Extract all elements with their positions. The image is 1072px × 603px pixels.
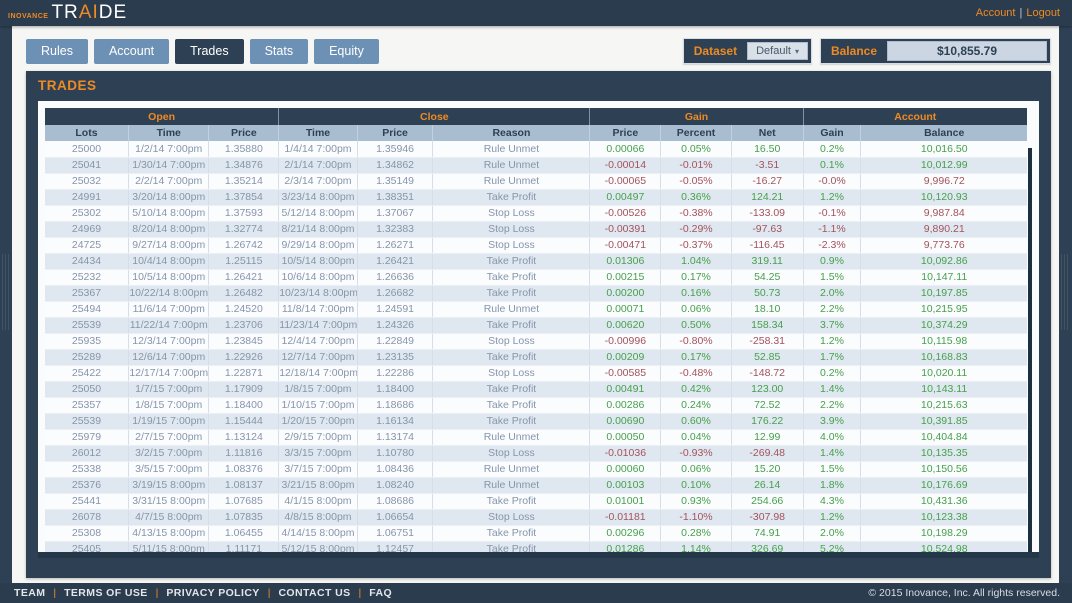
footer-link-faq[interactable]: FAQ	[369, 587, 393, 599]
trades-table-body: 25000 1/2/14 7:00pm 1.35880 1/4/14 7:00pm 1.…	[45, 141, 1027, 552]
toolbar-row: Rules Account Trades Stats Equity Dataset De…	[26, 38, 1051, 64]
table-horizontal-scrollbar[interactable]	[38, 552, 1039, 558]
group-header-open: Open	[45, 108, 279, 125]
dataset-widget: Dataset Default ▾	[682, 38, 812, 64]
chevron-down-icon: ▾	[794, 46, 799, 56]
right-edge-grip	[1061, 254, 1070, 330]
table-container: Open Close Gain Account Lots Time Price Time Pr…	[38, 101, 1039, 558]
table-row: 24969 8/20/14 8:00pm 1.32774 8/21/14 8:00pm…	[45, 221, 1027, 238]
table-row: 25338 3/5/15 7:00pm 1.08376 3/7/15 7:00pm 1.…	[45, 461, 1027, 478]
copyright-text: © 2015 Inovance, Inc. All rights reserve…	[868, 587, 1060, 599]
tab-rules[interactable]: Rules	[26, 38, 88, 64]
table-row: 26078 4/7/15 8:00pm 1.07835 4/8/15 8:00pm 1.…	[45, 509, 1027, 526]
table-row: 25979 2/7/15 7:00pm 1.13124 2/9/15 7:00pm 1.…	[45, 429, 1027, 446]
footer-link-terms-of-use[interactable]: TERMS OF USE	[64, 587, 148, 599]
table-row: 25405 5/11/15 8:00pm 1.11171 5/12/15 8:00pm…	[45, 541, 1027, 552]
tab-equity[interactable]: Equity	[314, 38, 379, 64]
top-header-bar: INOVANCE TRAIDE Account | Logout	[0, 0, 1072, 26]
footer-separator: |	[358, 587, 362, 599]
column-header-net: Net	[730, 125, 804, 141]
column-header-time: Time	[127, 125, 209, 141]
table-row: 25041 1/30/14 7:00pm 1.34876 2/1/14 7:00pm 1…	[45, 157, 1027, 174]
table-row: 26012 3/2/15 7:00pm 1.11816 3/3/15 7:00pm 1.…	[45, 445, 1027, 462]
top-links: Account | Logout	[976, 7, 1060, 19]
column-header-price: Price	[208, 125, 279, 141]
dataset-label: Dataset	[693, 44, 738, 58]
table-row: 25539 11/22/14 7:00pm 1.23706 11/23/14 7:00…	[45, 317, 1027, 334]
column-header-lots: Lots	[45, 125, 129, 141]
dataset-dropdown[interactable]: Default ▾	[747, 42, 808, 60]
balance-label: Balance	[830, 44, 877, 58]
table-row: 25935 12/3/14 7:00pm 1.23845 12/4/14 7:00pm…	[45, 333, 1027, 350]
logout-link[interactable]: Logout	[1026, 7, 1060, 19]
table-row: 24991 3/20/14 8:00pm 1.37854 3/23/14 8:00pm…	[45, 189, 1027, 206]
group-header-gain: Gain	[589, 108, 804, 125]
column-header-time: Time	[278, 125, 358, 141]
right-edge-bar	[1059, 26, 1072, 583]
group-header-close: Close	[278, 108, 590, 125]
balance-widget: Balance $10,855.79	[819, 38, 1051, 64]
table-row: 25289 12/6/14 7:00pm 1.22926 12/7/14 7:00pm…	[45, 349, 1027, 366]
footer-separator: |	[53, 587, 57, 599]
table-row: 25376 3/19/15 8:00pm 1.08137 3/21/15 8:00pm…	[45, 477, 1027, 494]
link-separator: |	[1019, 7, 1023, 19]
column-header-balance: Balance	[860, 125, 1027, 141]
table-row: 25539 1/19/15 7:00pm 1.15444 1/20/15 7:00pm…	[45, 413, 1027, 430]
footer-link-privacy-policy[interactable]: PRIVACY POLICY	[166, 587, 260, 599]
table-row: 25032 2/2/14 7:00pm 1.35214 2/3/14 7:00pm 1.…	[45, 173, 1027, 190]
left-edge-bar	[0, 26, 12, 583]
table-vertical-scrollbar[interactable]	[1028, 148, 1032, 552]
trades-panel: TRADES Open Close Gain Account Lots Time Pric…	[26, 71, 1051, 578]
table-row: 25050 1/7/15 7:00pm 1.17909 1/8/15 7:00pm 1.…	[45, 381, 1027, 398]
brand-name: TRAIDE	[51, 2, 128, 23]
footer-separator: |	[267, 587, 271, 599]
table-row: 25232 10/5/14 8:00pm 1.26421 10/6/14 8:00pm…	[45, 269, 1027, 286]
column-header-gain: Gain	[802, 125, 861, 141]
table-row: 25357 1/8/15 7:00pm 1.18400 1/10/15 7:00pm 1…	[45, 397, 1027, 414]
footer-separator: |	[155, 587, 159, 599]
table-viewport: Open Close Gain Account Lots Time Price Time Pr…	[45, 108, 1027, 552]
toolbar-right: Dataset Default ▾ Balance $10,855.79	[682, 38, 1051, 64]
table-row: 25308 4/13/15 8:00pm 1.06455 4/14/15 8:00pm…	[45, 525, 1027, 542]
tab-stats[interactable]: Stats	[249, 38, 309, 64]
footer-link-contact-us[interactable]: CONTACT US	[278, 587, 351, 599]
table-row: 25302 5/10/14 8:00pm 1.37593 5/12/14 8:00pm…	[45, 205, 1027, 222]
group-header-account: Account	[802, 108, 1027, 125]
tab-bar: Rules Account Trades Stats Equity	[26, 38, 379, 64]
table-row: 25367 10/22/14 8:00pm 1.26482 10/23/14 8:00…	[45, 285, 1027, 302]
table-row: 25422 12/17/14 7:00pm 1.22871 12/18/14 7:00…	[45, 365, 1027, 382]
table-row: 24725 9/27/14 8:00pm 1.26742 9/29/14 8:00pm…	[45, 237, 1027, 254]
table-row: 25441 3/31/15 8:00pm 1.07685 4/1/15 8:00pm 1…	[45, 493, 1027, 510]
dataset-value: Default	[756, 45, 791, 57]
footer-link-team[interactable]: TEAM	[14, 587, 46, 599]
column-header-reason: Reason	[432, 125, 590, 141]
table-row: 25000 1/2/14 7:00pm 1.35880 1/4/14 7:00pm 1.…	[45, 141, 1027, 158]
tab-trades[interactable]: Trades	[175, 38, 244, 64]
brand-logo[interactable]: INOVANCE TRAIDE	[8, 0, 127, 26]
trades-table: Open Close Gain Account Lots Time Price Time Pr…	[45, 108, 1027, 552]
table-row: 24434 10/4/14 8:00pm 1.25115 10/5/14 8:00pm…	[45, 253, 1027, 270]
footer-links: TEAM | TERMS OF USE | PRIVACY POLICY | CONTACT…	[14, 587, 392, 599]
left-edge-grip	[2, 254, 10, 330]
main-content: Rules Account Trades Stats Equity Dataset De…	[12, 26, 1059, 583]
tab-account[interactable]: Account	[93, 38, 170, 64]
column-header-percent: Percent	[660, 125, 732, 141]
column-header-price: Price	[589, 125, 661, 141]
balance-value: $10,855.79	[887, 41, 1047, 61]
brand-prefix: INOVANCE	[8, 13, 49, 20]
table-column-header-row: Lots Time Price Time Price Reason Price Percent…	[45, 125, 1027, 141]
table-group-header-row: Open Close Gain Account	[45, 108, 1027, 125]
account-link[interactable]: Account	[975, 7, 1016, 19]
footer-bar: TEAM | TERMS OF USE | PRIVACY POLICY | CONTACT…	[0, 583, 1072, 603]
table-row: 25494 11/6/14 7:00pm 1.24520 11/8/14 7:00pm…	[45, 301, 1027, 318]
page-title: TRADES	[38, 78, 97, 93]
column-header-price: Price	[356, 125, 433, 141]
